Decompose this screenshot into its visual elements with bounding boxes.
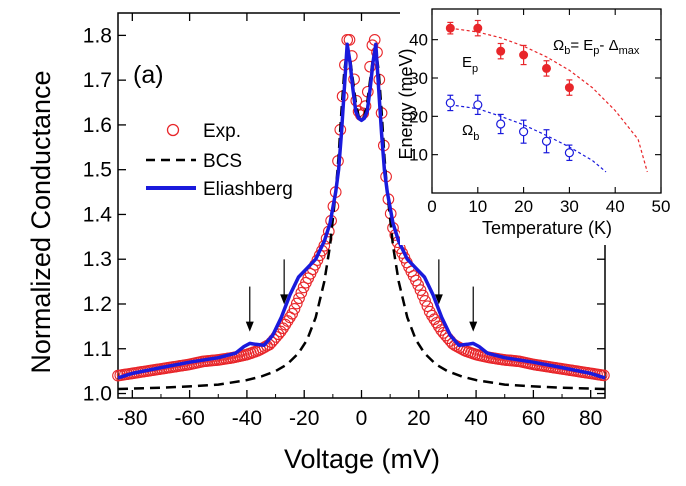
legend-label-exp: Exp. [203, 121, 241, 142]
inset-x-tick-label: 50 [652, 197, 671, 216]
omega-b-main: Ω [462, 122, 473, 139]
x-tick-label: 40 [464, 407, 487, 430]
main-data-layer [112, 34, 610, 391]
y-tick-label: 1.8 [83, 24, 112, 47]
series-eliashberg-line [117, 42, 606, 380]
omega-b-point [473, 100, 483, 110]
omega-b-point [564, 148, 575, 158]
exp-point [343, 34, 356, 46]
panel-label: (a) [133, 61, 164, 89]
inset-y-tick-label: 40 [409, 31, 428, 50]
inset-x-tick-label: 40 [606, 197, 625, 216]
exp-point [414, 284, 427, 296]
x-tick-label: -80 [117, 407, 147, 430]
y-tick-label: 1.4 [83, 203, 113, 226]
annotation-sub-b: b [564, 45, 570, 57]
exp-point [288, 303, 301, 315]
x-tick-label: 60 [522, 407, 545, 430]
series-label-ep: Ep [462, 54, 478, 75]
ep-sub: p [472, 63, 478, 75]
omega-b-sub: b [473, 131, 479, 143]
inset-frame [431, 8, 662, 194]
legend-label-bcs: BCS [203, 151, 242, 172]
arrow-head [245, 321, 254, 332]
omega-b-fit-line [450, 104, 607, 173]
series-ep [445, 19, 648, 173]
omega-b-point [541, 136, 552, 146]
arrow-head [434, 294, 443, 305]
exp-point [416, 289, 429, 302]
ep-fit-line [450, 27, 648, 173]
annotation-sub-max: max [619, 45, 640, 57]
x-tick-label: 20 [407, 407, 430, 430]
ep-point [519, 50, 529, 60]
y-tick-label: 1.6 [83, 114, 112, 137]
inset-x-tick-label: 10 [468, 197, 487, 216]
series-label-omega-b: Ωb [462, 122, 479, 143]
inset-y-tick-label: 10 [409, 146, 428, 165]
exp-point [290, 297, 303, 310]
y-tick-label: 1.2 [83, 293, 112, 316]
inset-y-tick-label: 20 [409, 107, 428, 126]
omega-b-point [518, 127, 529, 137]
annotation-sub-p: p [593, 45, 599, 57]
legend-label-eliashberg: Eliashberg [203, 179, 293, 200]
x-tick-label: 0 [356, 407, 368, 430]
exp-point [295, 286, 308, 299]
inset-background [400, 0, 686, 245]
omega-b-point [445, 98, 455, 108]
main-plot: -80 -60 -40 -20 0 20 40 60 80 1.0 1.1 1.2 1.3 1.4 1.5 1… [26, 12, 610, 474]
y-tick-label: 1.3 [83, 248, 112, 271]
y-tick-label: 1.7 [83, 69, 112, 92]
omega-b-point [496, 119, 506, 129]
inset-y-tick-label: 30 [409, 69, 428, 88]
main-ticks: -80 -60 -40 -20 0 20 40 60 80 1.0 1.1 1.2 1.3 1.4 1.5 1… [83, 13, 605, 430]
arrow-head [469, 321, 478, 332]
inset-x-tick-label: 20 [514, 197, 533, 216]
series-bcs-line [117, 47, 606, 391]
exp-point [412, 279, 425, 291]
inset-ticks: 0 10 20 30 40 50 10 20 30 40 [409, 9, 670, 216]
arrow-head [280, 294, 289, 305]
exp-point [421, 300, 434, 313]
y-axis-title: Normalized Conductance [26, 70, 56, 373]
series-omega-b [445, 94, 607, 173]
x-tick-label: -40 [232, 407, 262, 430]
legend: Exp. BCS Eliashberg [146, 121, 293, 200]
inset-plot: 0 10 20 30 40 50 10 20 30 40 Temperature (K) Ener… [396, 0, 686, 245]
annotation-minus-delta: - Δ [599, 37, 618, 54]
x-tick-label: 80 [579, 407, 602, 430]
inset-x-tick-label: 0 [427, 197, 436, 216]
annotation-eq: = E [570, 37, 593, 54]
exp-point [293, 292, 305, 305]
ep-point [564, 83, 574, 93]
exp-point [364, 60, 376, 73]
exp-point [419, 295, 431, 307]
y-tick-label: 1.1 [83, 338, 112, 361]
inset-x-axis-title: Temperature (K) [482, 218, 612, 238]
x-axis-title: Voltage (mV) [284, 444, 440, 474]
x-tick-label: -20 [289, 407, 319, 430]
y-tick-label: 1.5 [83, 159, 112, 182]
ep-point [542, 63, 551, 73]
annotation-omega: Ω [553, 37, 564, 54]
y-tick-label: 1.0 [83, 383, 112, 406]
x-tick-label: -60 [174, 407, 204, 430]
ep-point [445, 23, 455, 33]
ep-main: E [462, 54, 472, 71]
inset-annotation: Ωb= Ep- Δmax [553, 37, 640, 57]
ep-point [496, 46, 506, 56]
ep-point [473, 23, 483, 33]
inset-data-layer [445, 19, 648, 173]
inset-x-tick-label: 30 [560, 197, 579, 216]
legend-marker-exp [166, 123, 180, 137]
inset-y-axis-title: Energy (meV) [396, 48, 416, 159]
